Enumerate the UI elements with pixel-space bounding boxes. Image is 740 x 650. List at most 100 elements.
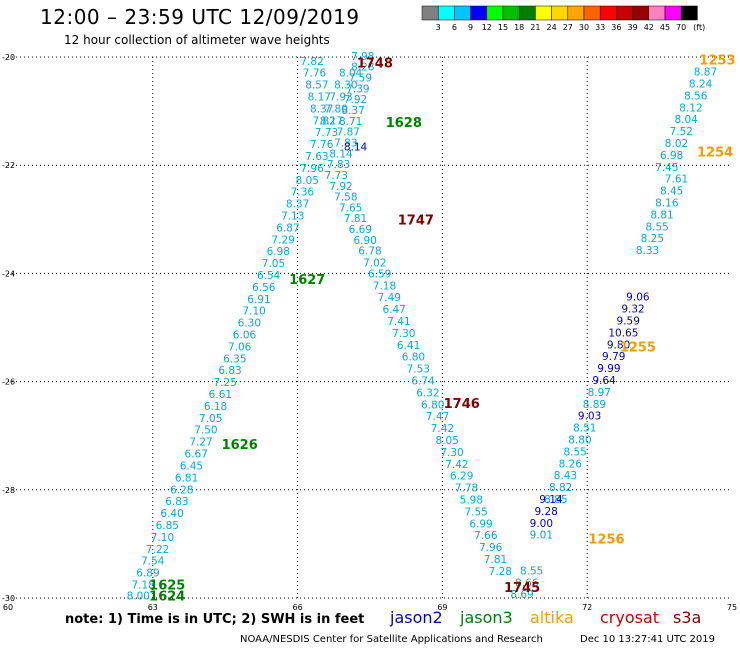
colorbar-tick-label: 42 xyxy=(644,23,654,32)
wave-height-label-jason3: 7.52 xyxy=(670,126,693,138)
wave-height-label-jason3: 7.25 xyxy=(214,377,237,389)
x-tick-label: 63 xyxy=(148,603,158,612)
wave-height-label-jason3: 7.96 xyxy=(300,163,324,175)
wave-height-label-jason3: 8.00 xyxy=(127,590,150,602)
wave-height-label-jason3: 8.66 xyxy=(515,577,539,589)
wave-height-label-jason2: 9.32 xyxy=(621,304,644,316)
wave-height-label-jason3: 7.63 xyxy=(305,151,328,163)
wave-height-label-jason3: 7.87 xyxy=(337,127,360,139)
wave-height-label-jason3: 8.37 xyxy=(310,103,333,115)
wave-height-label-jason3: 7.06 xyxy=(228,341,252,353)
wave-height-label-jason3: 6.89 xyxy=(136,568,159,580)
colorbar-tick-label: 15 xyxy=(498,23,508,32)
wave-height-label-jason3: 8.85 xyxy=(544,494,567,506)
colorbar-tick-label: 24 xyxy=(547,23,557,32)
wave-height-label-jason3: 7.18 xyxy=(131,579,154,591)
wave-height-label-jason3: 7.82 xyxy=(300,56,323,68)
wave-height-label-jason3: 7.05 xyxy=(199,413,222,425)
wave-height-label-jason2: 9.06 xyxy=(626,292,650,304)
wave-height-label-jason3: 7.80 xyxy=(325,103,348,115)
wave-height-label-jason3: 8.51 xyxy=(573,423,596,435)
wave-height-label-jason3: 8.17 xyxy=(308,91,331,103)
wave-height-label-jason3: 7.76 xyxy=(310,139,334,151)
wave-height-label-jason3: 6.32 xyxy=(416,387,439,399)
wave-height-label-jason3: 7.73 xyxy=(325,170,348,182)
wave-height-label-jason3: 8.17 xyxy=(320,115,343,127)
colorbar-tick-label: 18 xyxy=(514,23,524,32)
wave-height-label-jason3: 7.10 xyxy=(151,532,174,544)
x-tick-label: 60 xyxy=(3,603,13,612)
y-tick-label: -24 xyxy=(2,269,15,278)
wave-height-label-jason2: 9.99 xyxy=(597,363,620,375)
wave-height-label-jason3: 8.45 xyxy=(660,186,683,198)
y-tick-label: -26 xyxy=(2,378,15,387)
wave-height-label-jason3: 8.55 xyxy=(563,446,586,458)
wave-height-label-jason3: 8.87 xyxy=(694,67,717,79)
wave-height-label-jason3: 7.83 xyxy=(327,159,350,171)
wave-height-label-jason3: 7.30 xyxy=(440,447,463,459)
wave-height-label-jason3: 7.27 xyxy=(189,437,212,449)
page-title: 12:00 – 23:59 UTC 12/09/2019 xyxy=(40,5,360,29)
wave-height-label-jason3: 8.05 xyxy=(296,175,319,187)
wave-height-label-jason2: 9.28 xyxy=(534,506,557,518)
wave-height-label-jason3: 7.66 xyxy=(474,530,498,542)
wave-height-label-jason3: 6.67 xyxy=(185,449,208,461)
wave-height-label-jason3: 6.54 xyxy=(257,270,281,282)
wave-height-label-jason3: 7.22 xyxy=(146,544,169,556)
track-time-label: 1256 xyxy=(588,532,624,547)
wave-height-label-jason3: 7.42 xyxy=(445,459,468,471)
colorbar-tick-label: 3 xyxy=(436,23,441,32)
track-time-label: 1748 xyxy=(357,56,393,71)
legend-cryosat: cryosat xyxy=(600,608,660,627)
wave-height-label-jason3: 7.93 xyxy=(329,91,352,103)
wave-height-label-jason3: 6.29 xyxy=(450,471,473,483)
y-tick-label: -22 xyxy=(2,161,15,170)
wave-height-label-jason3: 7.05 xyxy=(262,258,285,270)
wave-height-label-jason3: 6.87 xyxy=(276,222,299,234)
wave-height-label-jason3: 6.18 xyxy=(204,401,227,413)
wave-height-label-jason3: 8.57 xyxy=(305,80,328,92)
colorbar-tick-label: 39 xyxy=(628,23,638,32)
wave-height-label-jason3: 7.50 xyxy=(194,425,217,437)
legend-jason3: jason3 xyxy=(460,608,513,627)
legend-altika: altika xyxy=(530,608,574,627)
wave-height-label-jason3: 7.65 xyxy=(339,202,362,214)
colorbar-tick-label: 12 xyxy=(482,23,492,32)
wave-height-label-jason3: 7.41 xyxy=(387,316,410,328)
wave-height-label-jason3: 8.43 xyxy=(554,470,577,482)
wave-height-label-jason2: 9.79 xyxy=(602,351,625,363)
wave-height-label-jason3: 7.81 xyxy=(484,554,507,566)
wave-height-label-jason3: 7.18 xyxy=(373,280,396,292)
colorbar-tick-label: 9 xyxy=(468,23,473,32)
wave-height-label-jason3: 7.55 xyxy=(464,506,487,518)
wave-height-label-jason3: 6.83 xyxy=(218,365,241,377)
wave-height-label-jason3: 6.69 xyxy=(349,224,372,236)
wave-height-label-jason3: 6.85 xyxy=(156,520,179,532)
wave-height-label-jason3: 9.01 xyxy=(530,530,553,542)
wave-height-label-jason3: 7.98 xyxy=(351,51,374,63)
wave-height-label-jason3: 6.30 xyxy=(238,318,261,330)
wave-height-label-jason3: 7.39 xyxy=(346,83,369,95)
x-tick-label: 66 xyxy=(293,603,303,612)
wave-height-label-jason3: 8.71 xyxy=(339,116,362,128)
wave-height-label-jason3: 8.56 xyxy=(684,90,708,102)
wave-height-label-jason3: 7.73 xyxy=(315,127,338,139)
colorbar-tick-label: 6 xyxy=(452,23,457,32)
wave-height-label-jason3: 8.55 xyxy=(520,565,543,577)
wave-height-label-jason3: 6.35 xyxy=(223,353,246,365)
wave-height-label-jason3: 8.02 xyxy=(665,138,688,150)
wave-height-label-jason3: 8.12 xyxy=(679,102,702,114)
wave-height-label-jason3: 6.78 xyxy=(358,246,381,258)
timestamp: Dec 10 13:27:41 UTC 2019 xyxy=(580,634,715,645)
track-time-label: 1627 xyxy=(289,273,325,288)
wave-height-label-jason3: 6.80 xyxy=(402,352,425,364)
wave-height-label-jason3: 7.92 xyxy=(329,181,352,193)
wave-height-label-jason3: 8.16 xyxy=(655,198,679,210)
track-time-label: 1746 xyxy=(444,397,480,412)
colorbar-tick-label: 45 xyxy=(660,23,670,32)
wave-height-label-jason2: 9.14 xyxy=(539,494,563,506)
wave-height-label-jason3: 8.55 xyxy=(645,221,668,233)
wave-height-label-jason3: 6.06 xyxy=(233,330,257,342)
wave-height-label-jason3: 7.10 xyxy=(242,306,265,318)
